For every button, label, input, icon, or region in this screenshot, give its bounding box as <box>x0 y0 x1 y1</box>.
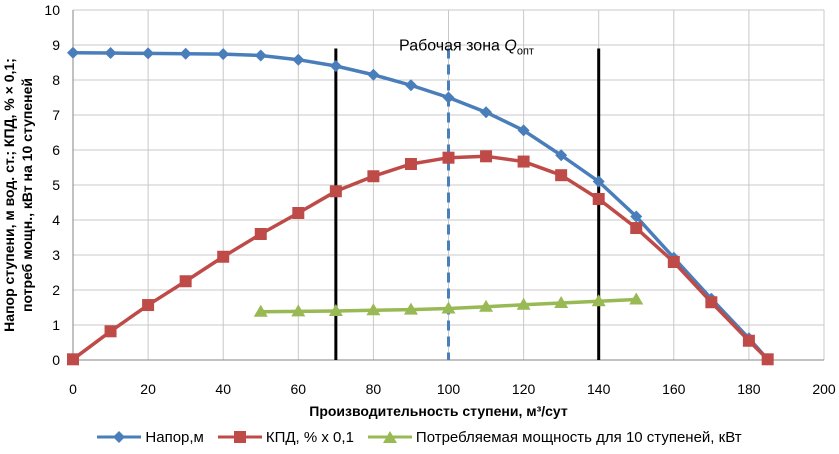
legend-item-power: Потребляемая мощность для 10 ступеней, к… <box>367 428 742 446</box>
series-group <box>67 46 774 366</box>
data-point-triangle <box>516 297 531 310</box>
legend-label-efficiency: КПД, % x 0,1 <box>265 428 354 446</box>
annotation-symbol: Q <box>504 38 516 55</box>
data-point-square <box>667 256 680 268</box>
x-tick-label: 120 <box>512 381 536 397</box>
x-tick-label: 160 <box>662 381 686 397</box>
x-tick-label: 80 <box>366 381 382 397</box>
y-tick-label: 10 <box>44 2 60 18</box>
y-tick-label: 8 <box>52 72 60 88</box>
series-group <box>253 292 644 317</box>
y-tick-label: 2 <box>52 282 60 298</box>
data-point-square <box>517 155 530 168</box>
working-zone-annotation: Рабочая зона Qопт <box>399 38 534 58</box>
x-tick-label: 100 <box>437 381 461 397</box>
data-point-diamond <box>480 106 493 119</box>
series-line <box>72 50 769 361</box>
data-point-square <box>367 170 380 183</box>
data-point-diamond <box>67 46 79 59</box>
data-point-square <box>179 275 192 288</box>
data-point-diamond <box>254 49 267 62</box>
data-point-triangle <box>554 295 569 308</box>
square-marker-icon <box>217 431 262 443</box>
y-tick-label: 1 <box>52 317 60 333</box>
y-axis-title-line-2: потреб мощн., кВт на 10 ступеней <box>19 78 35 312</box>
y-tick-label: 9 <box>52 37 60 53</box>
data-point-square <box>254 228 267 240</box>
data-point-triangle <box>591 294 606 307</box>
y-tick-label: 0 <box>52 352 60 368</box>
x-tick-label: 20 <box>140 381 156 397</box>
data-point-triangle <box>403 302 418 315</box>
data-point-square <box>592 193 605 205</box>
x-tick-label: 0 <box>69 381 77 397</box>
series-group <box>67 150 774 366</box>
data-point-triangle <box>328 304 343 316</box>
data-point-square <box>292 207 305 219</box>
x-tick-label: 180 <box>737 381 761 397</box>
y-axis-title: Напор ступени, м вод. ст.; КПД, % × 0,1;… <box>1 58 35 332</box>
y-tick-label: 3 <box>52 247 60 263</box>
x-tick-label: 140 <box>587 381 611 397</box>
data-point-square <box>104 325 117 338</box>
data-point-square <box>67 353 79 366</box>
y-tick-label: 6 <box>52 142 60 158</box>
annotation-subscript: опт <box>517 46 534 58</box>
data-point-diamond <box>404 79 417 92</box>
tick-labels: 0 20 40 60 80 100 120 140 160 180 200 0 1 2 3 4 5 6 7 8 9 10 <box>44 2 835 397</box>
data-point-square <box>555 169 568 182</box>
legend-item-efficiency: КПД, % x 0,1 <box>217 428 354 446</box>
data-point-triangle <box>366 303 381 316</box>
x-tick-label: 40 <box>215 381 231 397</box>
data-point-diamond <box>142 47 155 60</box>
y-tick-label: 7 <box>52 107 60 123</box>
data-point-triangle <box>629 292 644 305</box>
x-tick-label: 60 <box>291 381 307 397</box>
diamond-marker-icon <box>97 431 142 443</box>
data-point-triangle <box>479 299 494 312</box>
data-point-diamond <box>592 175 605 188</box>
data-point-square <box>761 353 774 366</box>
data-point-square <box>480 150 493 163</box>
data-point-diamond <box>329 60 342 72</box>
data-point-square <box>142 299 155 312</box>
data-point-diamond <box>179 47 192 60</box>
legend: Напор,м КПД, % x 0,1 Потребляемая мощнос… <box>0 424 839 450</box>
data-point-square <box>329 185 342 198</box>
data-point-square <box>217 250 230 263</box>
data-point-triangle <box>291 304 306 317</box>
data-point-square <box>442 151 455 164</box>
data-point-square <box>404 158 417 170</box>
annotation-text: Рабочая зона <box>399 38 504 55</box>
data-point-diamond <box>442 91 455 104</box>
y-tick-label: 4 <box>52 212 60 228</box>
data-point-diamond <box>517 124 530 137</box>
data-point-diamond <box>217 48 230 61</box>
data-point-diamond <box>555 149 568 162</box>
chart: 0 20 40 60 80 100 120 140 160 180 200012345678910 … <box>1 2 836 419</box>
data-point-triangle <box>253 304 268 317</box>
data-point-diamond <box>630 210 643 223</box>
data-point-diamond <box>367 68 380 81</box>
y-axis-title-line-1: Напор ступени, м вод. ст.; КПД, % × 0,1; <box>1 58 17 332</box>
data-point-triangle <box>441 301 456 314</box>
triangle-marker-icon <box>367 431 412 443</box>
legend-item-head: Напор,м <box>97 428 204 446</box>
data-point-square <box>630 222 643 235</box>
x-axis-title: Производительность ступени, м³/сут <box>309 403 568 419</box>
legend-label-power: Потребляемая мощность для 10 ступеней, к… <box>415 428 742 446</box>
data-point-square <box>705 296 718 309</box>
legend-label-head: Напор,м <box>145 428 204 446</box>
data-point-diamond <box>292 53 305 66</box>
series-line <box>71 154 769 361</box>
x-tick-label: 200 <box>812 381 836 397</box>
data-point-square <box>742 334 755 347</box>
data-point-diamond <box>104 47 117 60</box>
chart-series <box>67 46 774 366</box>
y-tick-label: 5 <box>52 177 60 193</box>
